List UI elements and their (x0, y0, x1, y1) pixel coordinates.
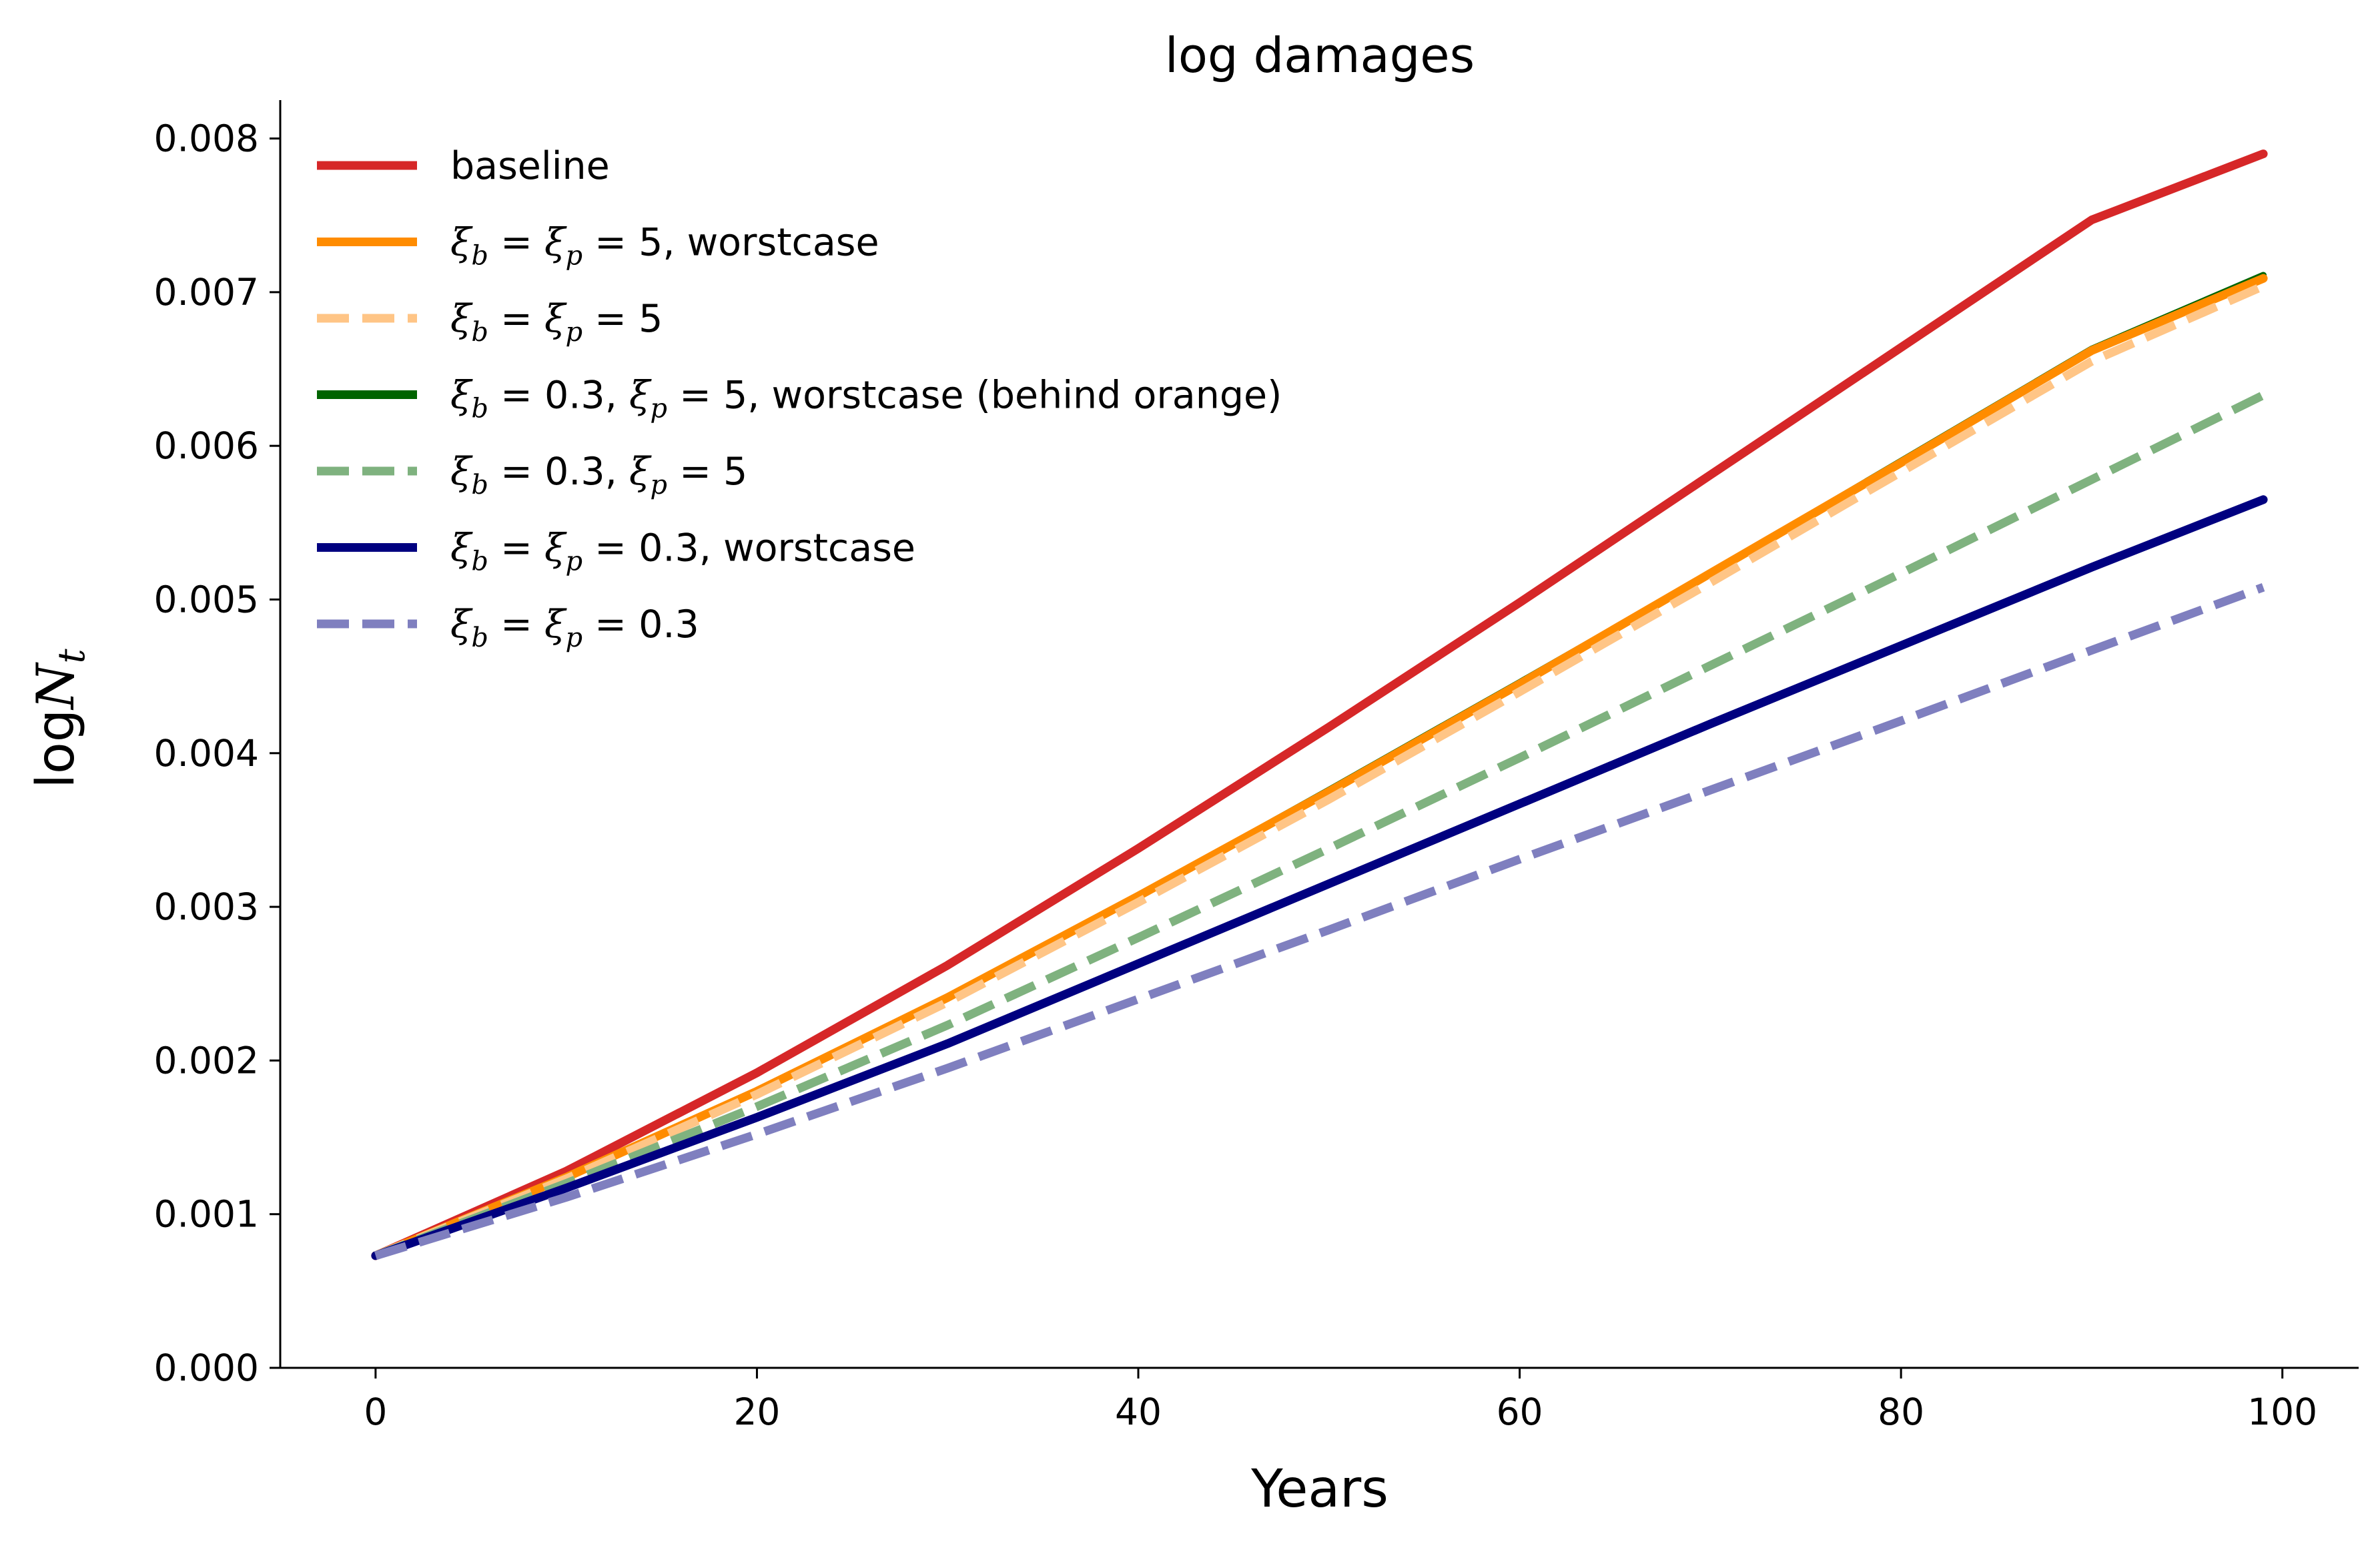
y-tick-label: 0.000 (154, 1346, 259, 1389)
series-line-3 (374, 282, 2265, 1260)
y-tick-label: 0.005 (154, 578, 259, 621)
legend-label-2: ξb = ξp = 5, worstcase (450, 221, 879, 272)
x-tick-label: 60 (1497, 1391, 1543, 1433)
legend-label-4: ξb = 0.3, ξp = 5, worstcase (behind oran… (450, 374, 1282, 424)
legend: baseline ξb = ξp = 5, worstcase ξb = ξp = … (317, 144, 1282, 653)
x-tick-label: 100 (2247, 1391, 2317, 1433)
x-tick-label: 20 (733, 1391, 780, 1433)
series-line-2 (371, 274, 2268, 1260)
legend-label-6: ξb = ξp = 0.3, worstcase (450, 526, 915, 577)
series-line-7 (374, 582, 2265, 1260)
y-tick-label: 0.001 (154, 1193, 259, 1236)
series-line-1 (371, 149, 2268, 1260)
x-tick-label: 40 (1115, 1391, 1162, 1433)
legend-label-5: ξb = 0.3, ξp = 5 (450, 450, 747, 500)
x-tick-label: 0 (364, 1391, 387, 1433)
y-tick-label: 0.002 (154, 1039, 259, 1082)
y-tick-label: 0.007 (154, 271, 259, 314)
legend-label-1: baseline (450, 144, 610, 188)
series-lines (371, 149, 2268, 1260)
x-axis-title: Years (1250, 1459, 1389, 1519)
chart-title: log damages (1165, 27, 1475, 83)
y-tick-label: 0.003 (154, 885, 259, 928)
y-axis-title: logNt (26, 648, 93, 788)
x-tick-label: 80 (1878, 1391, 1924, 1433)
y-tick-label: 0.006 (154, 424, 259, 467)
legend-label-7: ξb = ξp = 0.3 (450, 603, 699, 653)
legend-label-3: ξb = ξp = 5 (450, 297, 663, 348)
series-line-5 (374, 391, 2265, 1260)
series-line-6 (371, 495, 2268, 1260)
y-tick-label: 0.008 (154, 117, 259, 160)
y-tick-label: 0.004 (154, 732, 259, 775)
axes: 0 20 40 60 80 100 0.000 0.001 0.002 0.003 0.004 0.0… (154, 100, 2359, 1433)
